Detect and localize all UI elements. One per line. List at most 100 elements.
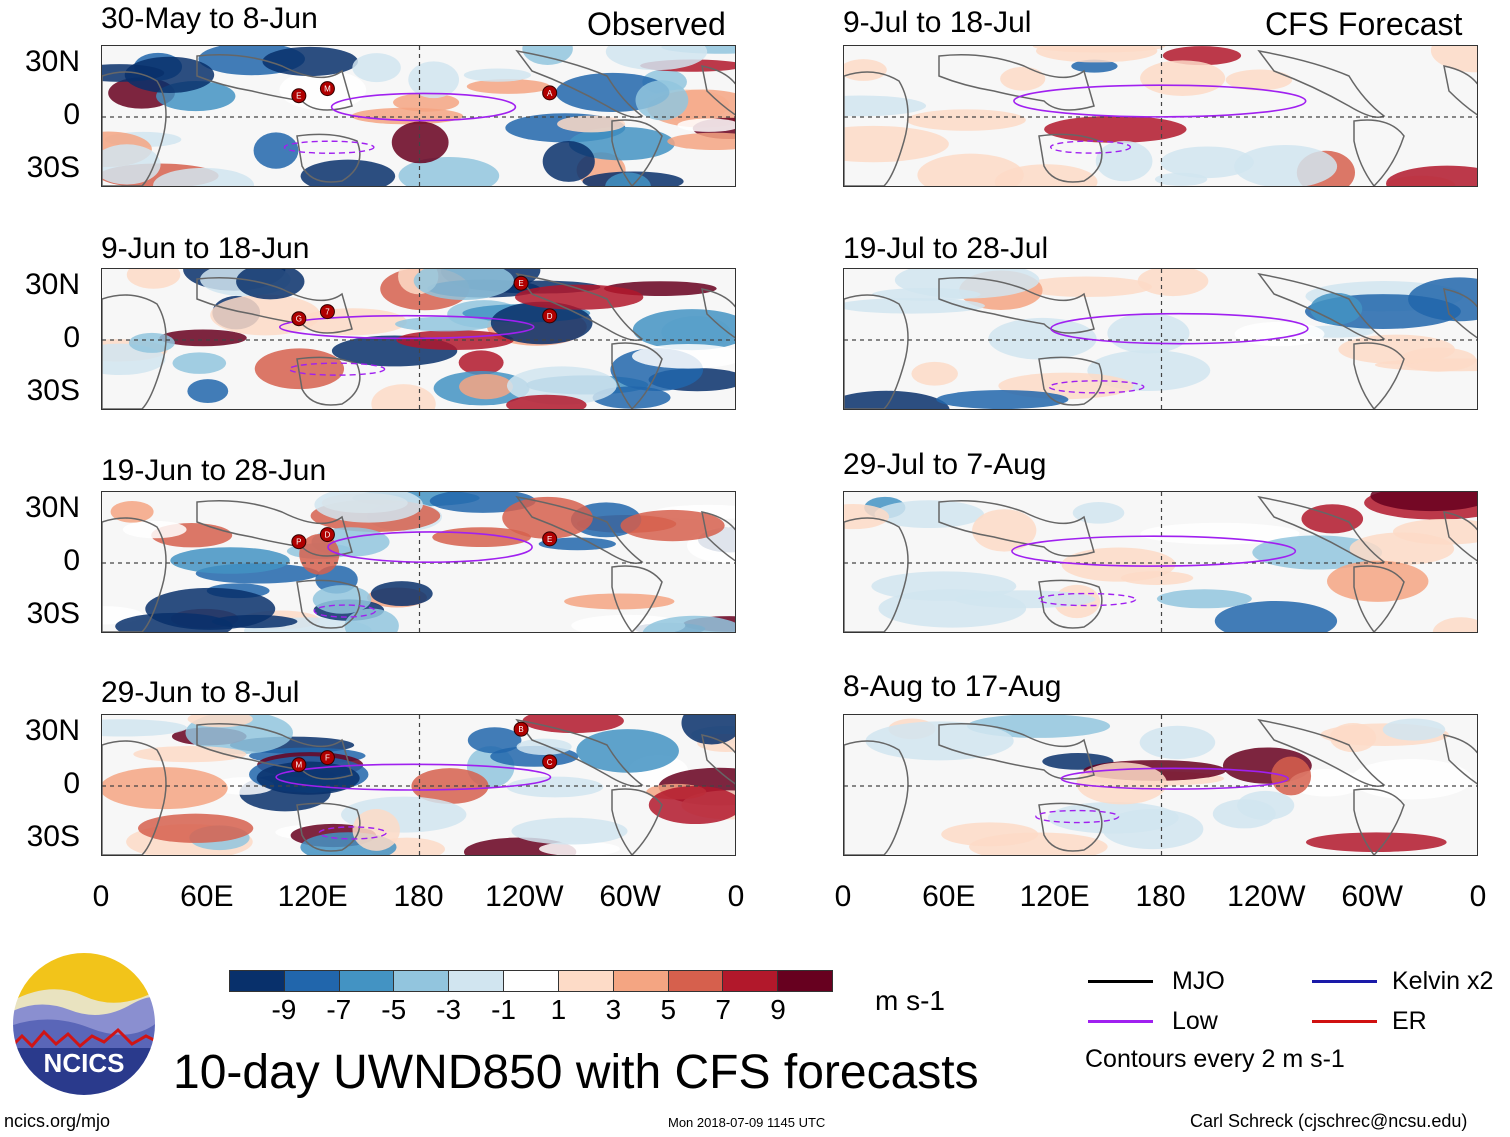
storm-letter: A (547, 89, 553, 98)
anomaly-shade (344, 608, 399, 632)
anomaly-shade (467, 727, 522, 754)
storm-marker: D (542, 308, 558, 324)
coastline (1257, 495, 1386, 564)
figure-title: 10-day UWND850 with CFS forecasts (173, 1046, 979, 1099)
low-contour-negative (288, 362, 386, 376)
lat-label: 30S (26, 819, 80, 853)
anomaly-shade (1102, 809, 1204, 850)
coastline (296, 802, 361, 852)
low-contour (1013, 84, 1307, 118)
lat-label: 30N (24, 491, 80, 525)
anomaly-shade (102, 767, 228, 810)
anomaly-shade (514, 284, 644, 310)
observed-period-4: 29-Jun to 8-Jul (101, 676, 300, 709)
lon-label: 120E (277, 880, 348, 913)
anomaly-shade (110, 501, 154, 523)
coastline (515, 49, 644, 118)
anomaly-shade (1349, 532, 1455, 566)
colorbar-swatch (778, 971, 832, 991)
low-contour (1060, 767, 1289, 790)
lat-label: 0 (63, 321, 80, 354)
storm-letter: B (518, 725, 523, 734)
anomaly-shade (1139, 725, 1216, 760)
anomaly-shade (170, 547, 290, 574)
anomaly-shade (632, 309, 735, 351)
storm-marker: B (513, 721, 529, 737)
anomaly-shade (1071, 59, 1118, 73)
anomaly-shade (605, 46, 708, 71)
low-contour (275, 763, 552, 791)
anomaly-shade (667, 132, 735, 150)
ncics-logo: NCICS (11, 951, 157, 1097)
anomaly-shade (1137, 269, 1209, 297)
storm-marker: D (319, 527, 335, 543)
anomaly-shade (256, 761, 360, 795)
coastline (844, 740, 909, 855)
observed-period-2: 9-Jun to 18-Jun (101, 232, 310, 265)
storm-letter: F (325, 754, 330, 763)
anomaly-shade (408, 61, 460, 99)
anomaly-shade (1095, 140, 1153, 182)
coastline (102, 740, 167, 855)
anomaly-shade (159, 329, 247, 347)
anomaly-shade (844, 59, 887, 81)
coastline (844, 294, 909, 409)
anomaly-shade (1072, 502, 1125, 524)
legend-mjo-label: MJO (1172, 967, 1225, 995)
anomaly-shade (576, 729, 679, 773)
anomaly-shade (153, 167, 255, 186)
coastline (611, 342, 663, 409)
anomaly-shade (1338, 334, 1455, 365)
anomaly-shade (1160, 146, 1254, 179)
anomaly-shade (398, 156, 500, 186)
coastline (296, 579, 361, 629)
anomaly-shade (844, 390, 950, 409)
anomaly-shade (1430, 46, 1477, 73)
anomaly-shade (1061, 547, 1176, 582)
colorbar-swatch (339, 971, 395, 991)
anomaly-shade (506, 394, 587, 409)
coastline (611, 119, 663, 186)
lat-label: 30N (24, 45, 80, 79)
coastline (196, 277, 353, 334)
storm-letter: E (518, 279, 523, 288)
coastline (701, 65, 735, 116)
footer-url[interactable]: ncics.org/mjo (4, 1111, 111, 1131)
anomaly-shade (411, 768, 489, 804)
coastline (1257, 272, 1386, 341)
anomaly-shade (1305, 832, 1447, 853)
anomaly-shade (466, 79, 550, 94)
anomaly-shade (936, 390, 1069, 409)
coastline (938, 277, 1095, 334)
low-contour (1011, 535, 1297, 567)
storm-marker: 7 (319, 304, 335, 320)
storm-letter: G (296, 315, 302, 324)
storm-marker: M (291, 757, 307, 773)
storm-marker: G (291, 311, 307, 327)
coastline (1443, 511, 1477, 562)
coastline (296, 133, 361, 183)
colorbar-tick-label: -7 (326, 994, 352, 1025)
anomaly-shade (1386, 165, 1477, 186)
low-contour (1050, 312, 1309, 345)
lat-label: 0 (63, 98, 80, 131)
anomaly-shade (126, 269, 181, 289)
colorbar-tick-label: -1 (491, 994, 516, 1025)
anomaly-shade (542, 141, 595, 182)
wind-anomaly-field (844, 715, 1477, 855)
anomaly-shade (635, 80, 689, 121)
storm-marker: E (542, 531, 558, 547)
anomaly-shade (506, 776, 604, 798)
anomaly-shade (133, 746, 247, 763)
anomaly-shade (1156, 589, 1252, 609)
anomaly-shade (844, 125, 949, 163)
anomaly-shade (391, 121, 449, 164)
colorbar (229, 970, 833, 992)
lat-label: 30N (24, 714, 80, 748)
anomaly-shade (187, 379, 229, 404)
colorbar-tick-label: 1 (550, 994, 567, 1025)
anomaly-shade (1327, 560, 1429, 602)
anomaly-shade (911, 361, 958, 386)
colorbar-swatch (504, 971, 559, 991)
anomaly-shade (557, 115, 626, 133)
